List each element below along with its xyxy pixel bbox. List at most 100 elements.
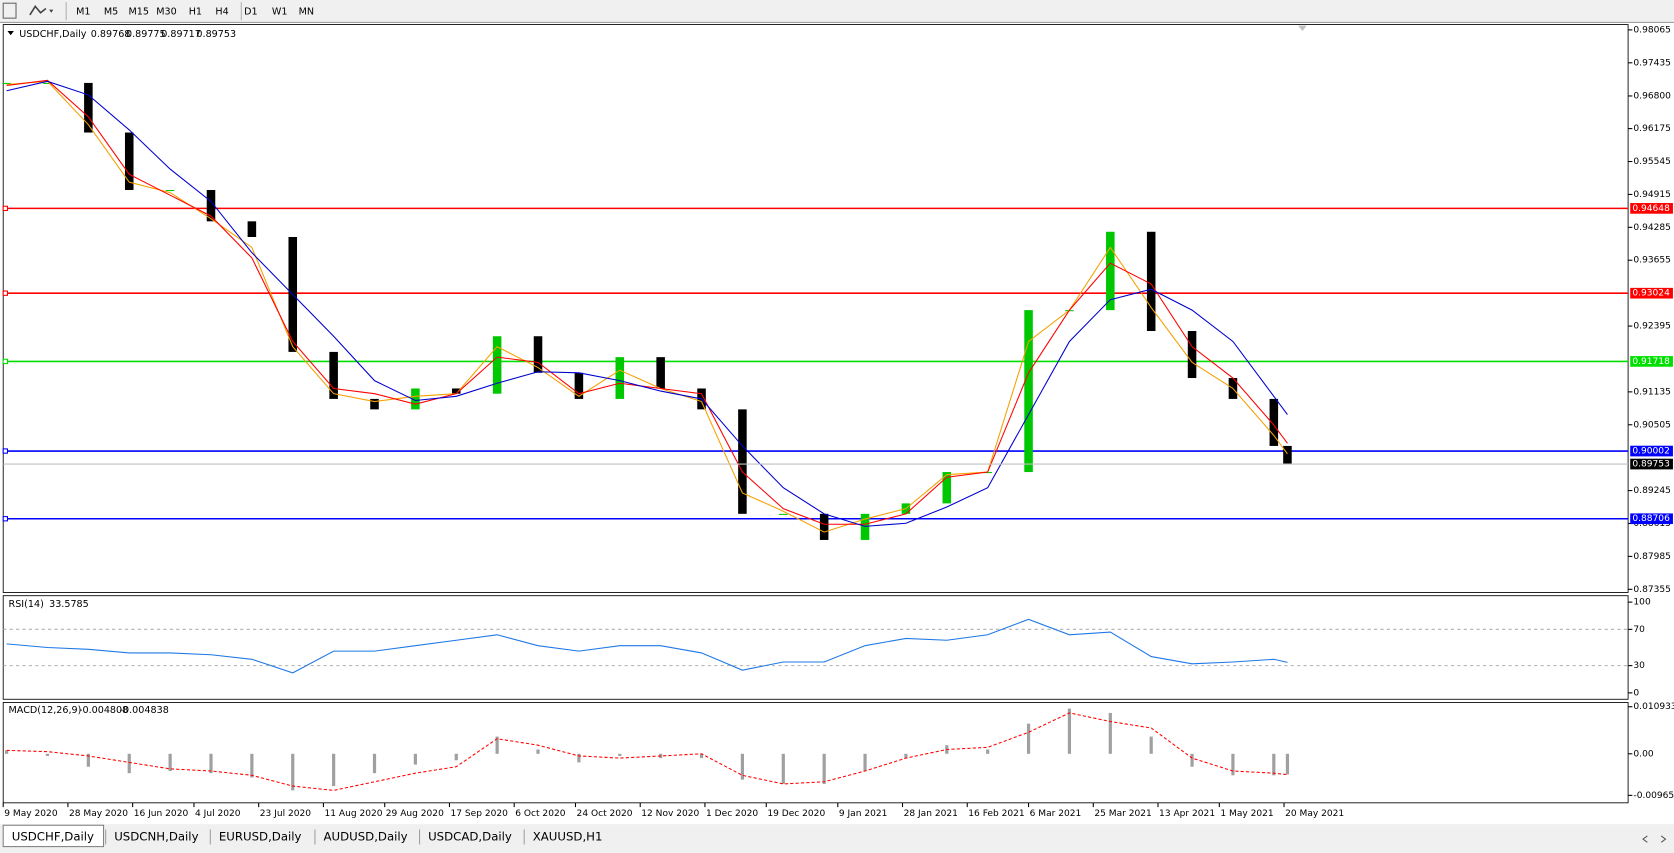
tab-label[interactable]: USDCAD,Daily	[428, 829, 512, 843]
macd-bar	[372, 753, 377, 774]
y-tick-label: 70	[1633, 625, 1645, 635]
price-panel	[2, 24, 1629, 593]
toolbar-icon[interactable]	[29, 5, 47, 16]
macd-bar	[1231, 753, 1235, 776]
x-tick-label: 29 Aug 2020	[386, 809, 444, 819]
y-tick-label: 0.97435	[1633, 58, 1670, 68]
macd-bar	[5, 750, 9, 754]
timeframe-button[interactable]: M1	[76, 7, 90, 18]
y-tick-label: 0.91135	[1633, 387, 1670, 397]
symbol-label: USDCHF,Daily	[19, 29, 87, 40]
macd-bar	[495, 736, 499, 754]
timeframe-button[interactable]: MN	[299, 7, 314, 18]
y-tick-label: 0.93655	[1633, 256, 1670, 266]
macd-bar	[413, 753, 417, 765]
level-label-box	[1630, 513, 1673, 525]
level-handle	[2, 448, 9, 454]
timeframe-button[interactable]: W1	[272, 7, 288, 18]
macd-bar	[1149, 736, 1153, 754]
candle	[2, 82, 11, 84]
current-price-label: 0.89753	[1632, 460, 1670, 470]
timeframe-button[interactable]: H1	[189, 7, 202, 18]
macd-bar	[740, 753, 745, 780]
indicator-line	[6, 712, 1288, 791]
tab-label[interactable]: XAUUSD,H1	[533, 829, 603, 843]
macd-panel	[2, 702, 1629, 804]
macd-value: -0.004808	[79, 705, 128, 716]
y-tick-label: 0.87355	[1633, 585, 1670, 595]
x-tick-label: 1 Dec 2020	[706, 809, 758, 819]
y-tick-label: 0.94915	[1633, 190, 1670, 200]
candle	[1269, 398, 1279, 446]
macd-bar	[1026, 723, 1031, 754]
macd-bar	[863, 753, 867, 772]
indicator-line	[6, 79, 1288, 525]
macd-bar	[536, 749, 540, 754]
level-handle	[2, 358, 9, 365]
tab-label[interactable]: USDCNH,Daily	[114, 829, 198, 843]
level-handle	[2, 290, 9, 296]
timeframe-button[interactable]: M5	[104, 7, 118, 18]
level-label: 0.90002	[1632, 447, 1669, 457]
timeframe-button[interactable]: H4	[215, 7, 228, 18]
y-tick-label: 0.94285	[1633, 223, 1670, 233]
level-label: 0.91718	[1632, 357, 1670, 367]
tab-label[interactable]: AUDUSD,Daily	[323, 829, 407, 843]
tab[interactable]	[314, 827, 418, 846]
macd-signal-value: -0.004838	[120, 705, 169, 716]
x-tick-label: 16 Feb 2021	[968, 809, 1024, 819]
y-tick-label: -0.009653	[1633, 791, 1674, 801]
macd-bar	[291, 753, 295, 791]
scroll-right[interactable]	[1660, 835, 1667, 843]
x-tick-label: 28 Jan 2021	[904, 809, 958, 819]
macd-bar	[86, 753, 90, 767]
candle	[1106, 231, 1115, 311]
candle	[1187, 331, 1197, 379]
macd-bar	[781, 753, 785, 784]
y-tick-label: 0.00	[1633, 749, 1653, 759]
x-tick-label: 6 Oct 2020	[515, 809, 565, 819]
macd-bar	[250, 753, 254, 778]
candle	[738, 409, 747, 514]
level-label: 0.93024	[1632, 289, 1670, 299]
ohlc-value: 0.89717	[161, 29, 201, 40]
y-tick-label: 0.010933	[1633, 702, 1674, 712]
macd-bar	[1067, 708, 1072, 754]
panel-menu[interactable]	[7, 30, 14, 36]
tab-label[interactable]: USDCHF,Daily	[12, 829, 94, 843]
tab[interactable]	[210, 827, 313, 846]
tab[interactable]	[2, 824, 105, 848]
y-tick-label: 0.90505	[1633, 420, 1670, 430]
level-label: 0.94648	[1632, 204, 1670, 214]
candle	[819, 513, 829, 540]
y-tick-label: 0.96800	[1633, 91, 1671, 101]
tab[interactable]	[105, 827, 209, 846]
y-tick-label: 0	[1633, 688, 1639, 698]
macd-bar	[1190, 753, 1194, 767]
candle	[370, 398, 379, 410]
candle	[1024, 310, 1033, 473]
timeframe-button[interactable]: D1	[244, 7, 258, 18]
x-tick-label: 12 Nov 2020	[641, 809, 699, 819]
scroll-left[interactable]	[1642, 835, 1648, 843]
macd-bar	[127, 753, 131, 774]
timeframe-button[interactable]: M30	[156, 7, 177, 18]
toolbar-dropdown[interactable]	[49, 9, 54, 13]
tab[interactable]	[419, 827, 523, 846]
macd-bar	[45, 753, 50, 756]
tab[interactable]	[524, 827, 627, 846]
timeframe-button[interactable]: M15	[129, 7, 150, 18]
toolbar-icon[interactable]	[2, 2, 17, 19]
level-label-box	[1630, 445, 1673, 457]
macd-bar	[618, 753, 622, 756]
candle	[492, 336, 502, 394]
macd-bar	[822, 753, 826, 784]
level-label-box	[1630, 287, 1673, 299]
tab-label[interactable]: EURUSD,Daily	[219, 829, 302, 843]
y-tick-label: 0.96175	[1633, 124, 1670, 134]
candle	[533, 336, 543, 373]
candle	[451, 388, 461, 394]
x-tick-label: 19 Dec 2020	[767, 809, 825, 819]
rsi-value: 33.5785	[49, 599, 89, 610]
